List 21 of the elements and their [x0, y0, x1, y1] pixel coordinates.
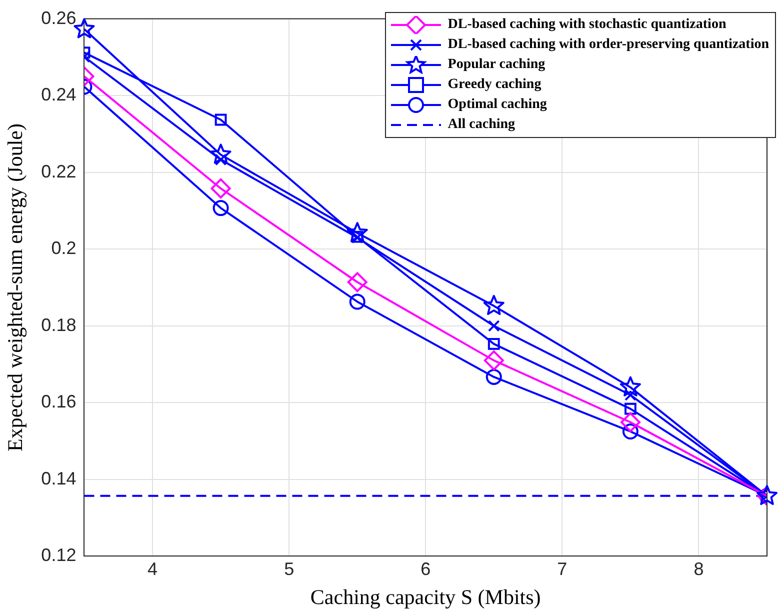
x-tick-label: 6	[420, 558, 431, 579]
y-tick-label: 0.22	[41, 161, 76, 182]
y-tick-label: 0.14	[41, 468, 76, 488]
x-tick-label: 7	[557, 558, 568, 579]
x-axis-title: Caching capacity S (Mbits)	[310, 584, 541, 609]
y-tick-label: 0.24	[41, 84, 76, 105]
x-tick-label: 8	[694, 558, 704, 579]
y-tick-label: 0.2	[51, 238, 76, 258]
x-tick-label: 4	[148, 558, 158, 579]
y-tick-label: 0.26	[41, 8, 76, 28]
legend-label: All caching	[448, 117, 516, 133]
legend-label: DL-based caching with stochastic quantization	[448, 17, 726, 33]
y-axis-title: Expected weighted-sum energy (Joule)	[3, 124, 28, 452]
legend-label: Greedy caching	[448, 77, 542, 93]
y-tick-label: 0.16	[41, 392, 76, 412]
legend-label: Popular caching	[448, 57, 546, 73]
y-tick-label: 0.18	[41, 314, 76, 335]
legend-label: DL-based caching with order-preserving quantization	[448, 37, 769, 53]
legend-label: Optimal caching	[448, 97, 547, 113]
x-tick-label: 5	[284, 558, 294, 579]
y-tick-label: 0.12	[41, 545, 76, 566]
